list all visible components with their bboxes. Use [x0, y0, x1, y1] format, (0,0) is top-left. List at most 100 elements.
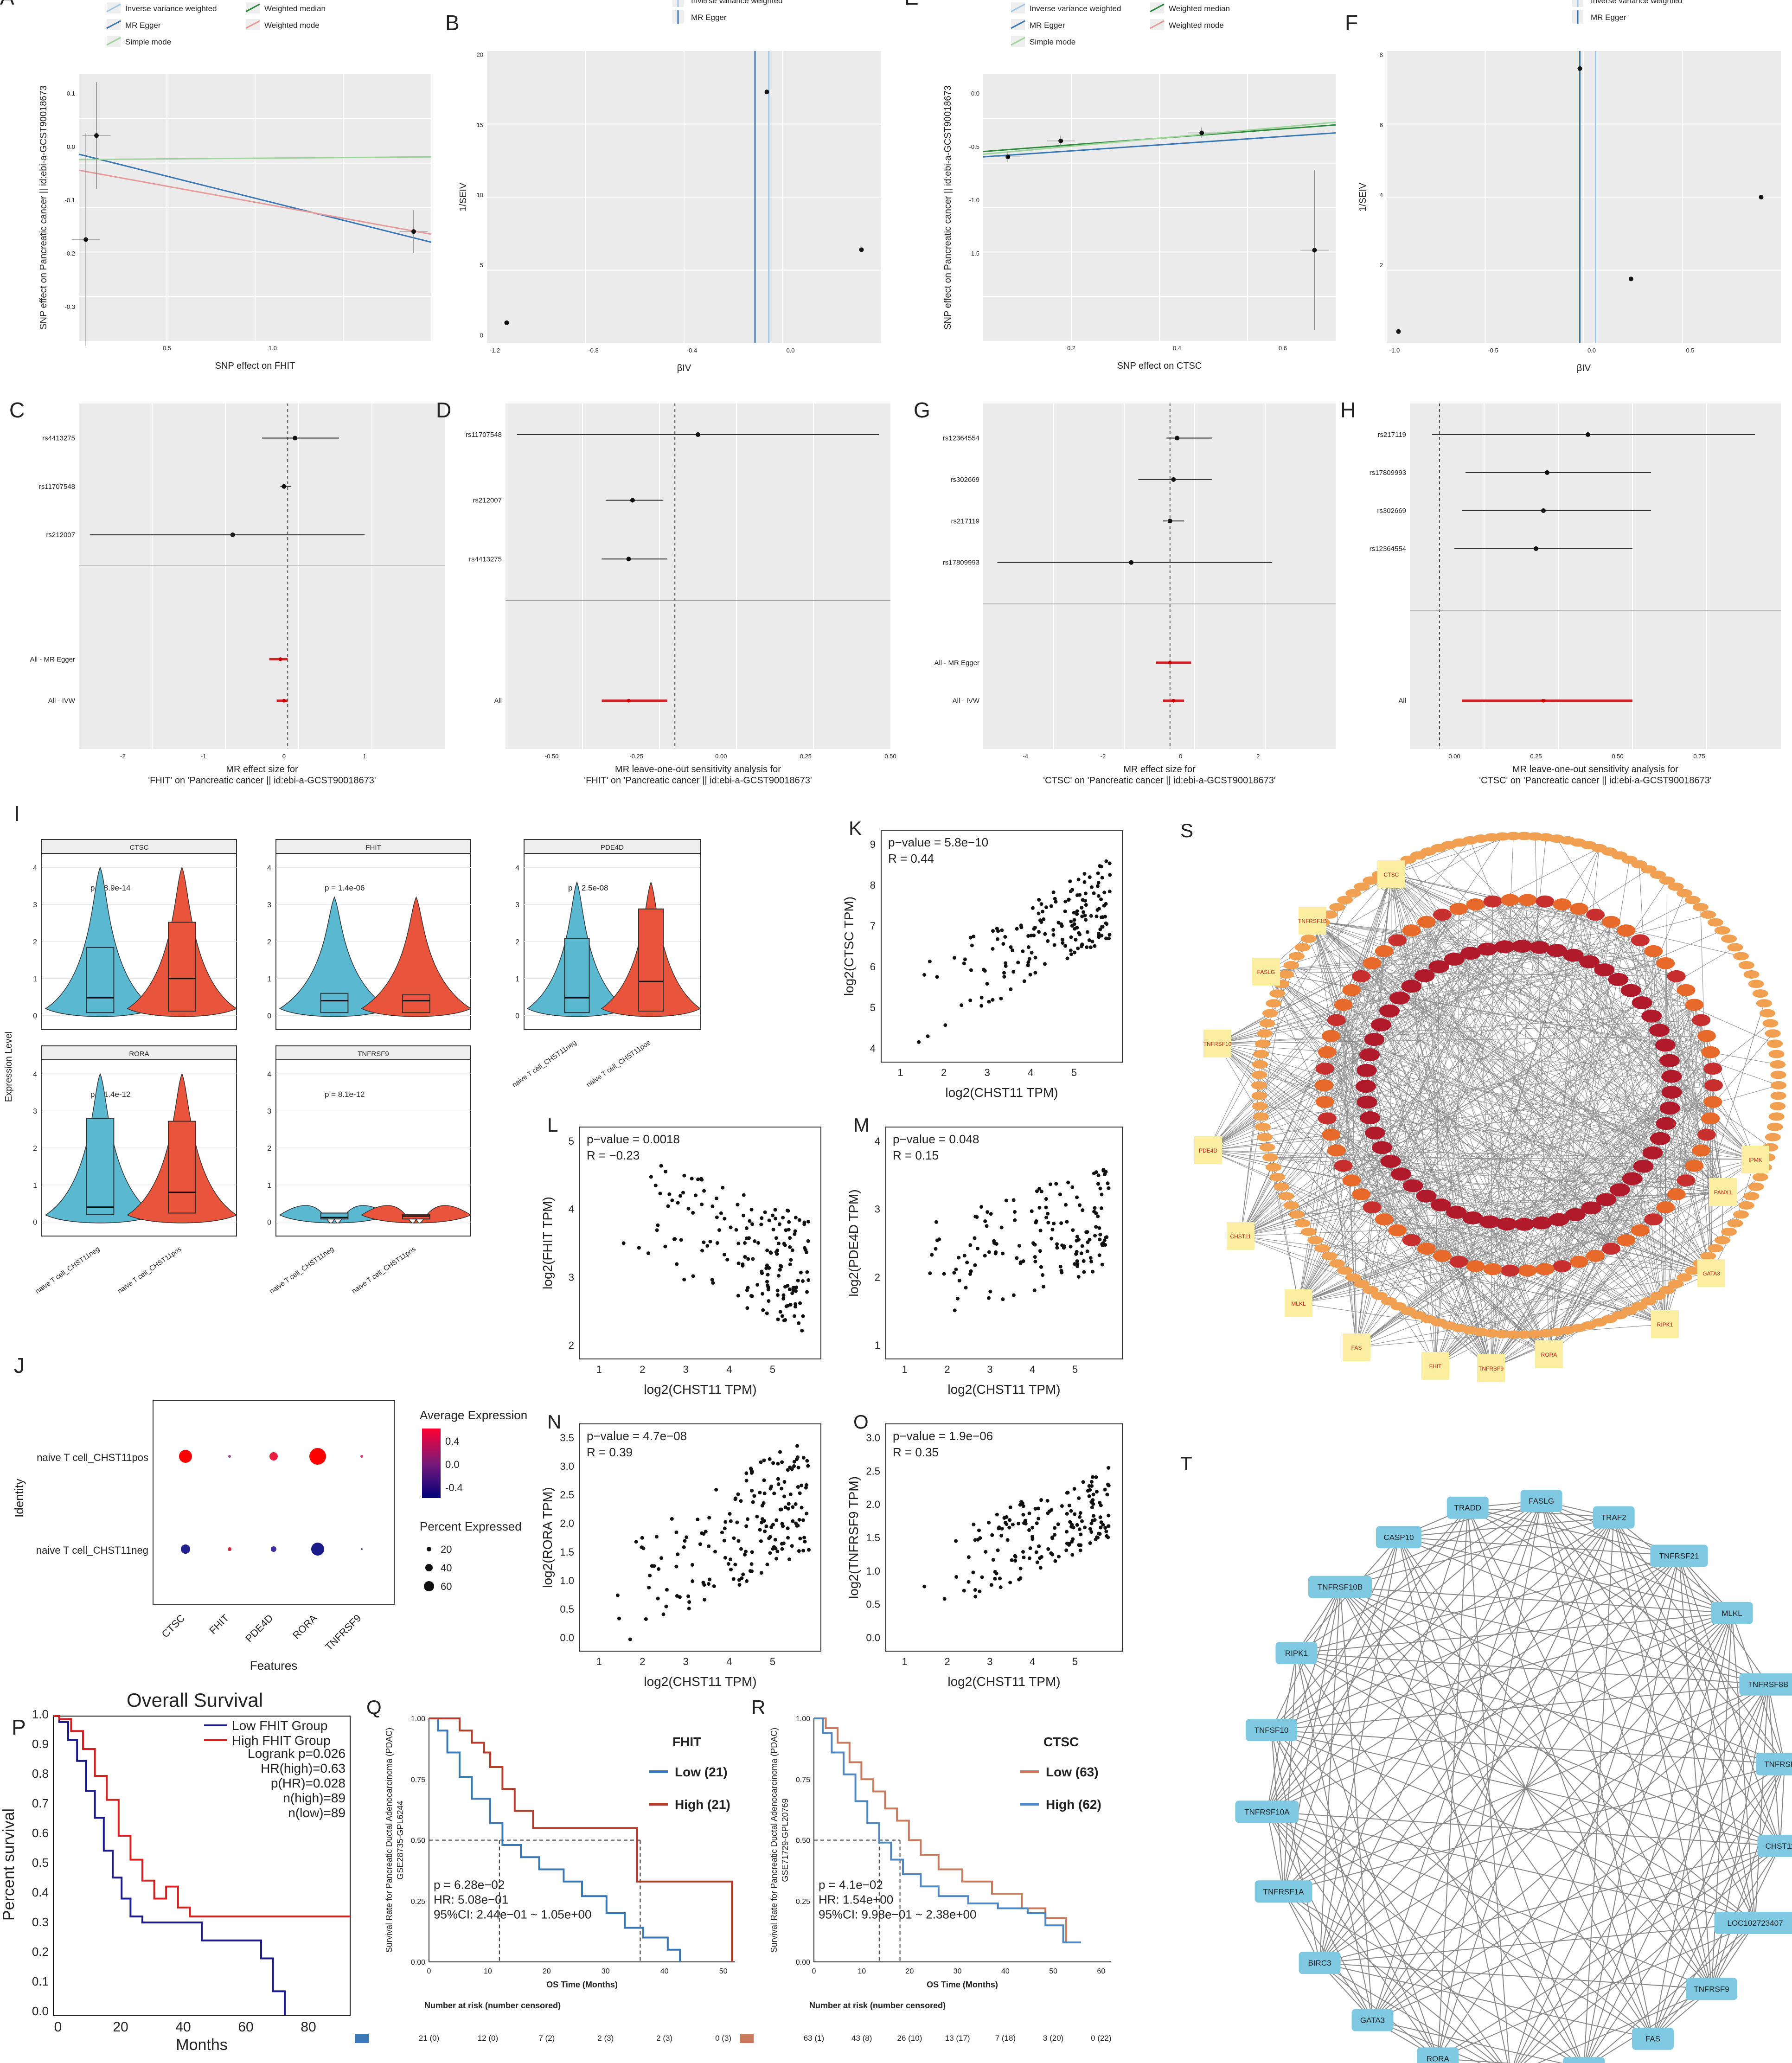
data-point [1031, 1241, 1035, 1245]
data-point [774, 1557, 779, 1561]
network-node-inner [1608, 973, 1629, 986]
gene-node [1739, 1673, 1792, 1696]
y-tick-label: 0.50 [411, 1837, 425, 1845]
network-edge [1398, 1517, 1614, 1538]
data-point [741, 1262, 745, 1266]
y-tick-label: 0.1 [67, 90, 75, 97]
network-edge [1327, 1118, 1596, 1256]
data-point [1097, 1226, 1101, 1230]
network-edge [1384, 951, 1596, 1256]
network-edge [1208, 1150, 1493, 1269]
network-edge [1356, 953, 1471, 1348]
network-node-inner [1359, 1048, 1380, 1062]
network-node-outer [1721, 1227, 1737, 1236]
network-edge [1537, 1988, 1712, 2063]
mr-fit-line [983, 122, 1336, 155]
data-point [1090, 1506, 1094, 1510]
data-point [765, 1311, 769, 1315]
data-point [1008, 1581, 1012, 1585]
network-edge [1397, 940, 1549, 1355]
data-point [1070, 1553, 1075, 1557]
data-point [1065, 1220, 1069, 1224]
network-edge [1327, 914, 1443, 1052]
network-edge [1340, 1517, 1614, 1588]
data-point [707, 1516, 711, 1520]
network-node-middle [1536, 1263, 1555, 1275]
data-point [1013, 1555, 1018, 1559]
x-axis-label: 'CTSC' on 'Pancreatic cancer || id:ebi-a… [1043, 775, 1275, 786]
data-point [999, 1225, 1004, 1230]
network-node-middle [1656, 957, 1675, 969]
network-edge [1315, 1240, 1665, 1325]
data-point [1035, 1560, 1039, 1564]
data-point [1004, 961, 1008, 965]
x-tick-label: 20 [906, 1967, 914, 1975]
snp-label: rs4413275 [42, 435, 75, 442]
y-tick-label: 2 [267, 938, 271, 946]
legend-label: Low FHIT Group [232, 1718, 327, 1733]
network-node-outer [1650, 871, 1666, 879]
data-point [1007, 1525, 1011, 1530]
network-node-middle [1501, 1264, 1520, 1277]
network-edge [1372, 1500, 1542, 2020]
hub-label: GATA3 [1702, 1270, 1720, 1277]
network-edge [1664, 1003, 1765, 1325]
network-node-outer [1278, 970, 1294, 979]
data-point [750, 1550, 754, 1554]
mr-fit-line [78, 169, 432, 235]
panel-letter: K [849, 817, 862, 839]
gene-node [1417, 2047, 1459, 2063]
network-node-outer [1707, 918, 1723, 927]
network-edge [1351, 990, 1695, 1166]
network-node-outer [1283, 961, 1299, 970]
network-edge [1384, 951, 1612, 1249]
data-point [658, 1192, 662, 1196]
network-edge [1467, 1507, 1653, 2039]
data-point [937, 1237, 941, 1242]
group-label: naive T cell_CHST11pos [350, 1245, 417, 1295]
y-tick-label: 0.3 [32, 1915, 49, 1929]
data-point [1046, 1211, 1050, 1216]
data-point [1080, 914, 1084, 918]
hub-label: TNFRSF10 [1203, 1041, 1232, 1047]
data-point [1105, 1235, 1109, 1239]
snp-label: rs17809993 [943, 559, 979, 567]
gene-node [1563, 2057, 1605, 2063]
network-node-middle [1375, 945, 1394, 957]
data-point [1017, 1521, 1021, 1525]
data-point [1038, 1229, 1043, 1233]
legend-label: High (62) [1046, 1797, 1101, 1812]
legend-title: Average Expression [420, 1408, 527, 1422]
network-edge [1312, 920, 1362, 1195]
data-point [1013, 1218, 1017, 1222]
x-tick-label: 0.25 [800, 753, 812, 760]
network-node-middle [1703, 1063, 1722, 1075]
data-point [1075, 1259, 1079, 1263]
data-point [994, 1250, 998, 1254]
network-node-outer [1266, 999, 1282, 1008]
data-point [1075, 893, 1079, 897]
network-edge [1475, 1266, 1491, 1369]
data-point [1104, 921, 1108, 925]
network-edge [1398, 1537, 1679, 1557]
data-point [1030, 950, 1034, 955]
x-tick-label: 0 [54, 2019, 62, 2035]
gene-label: TNFRSF1B [1764, 1760, 1792, 1769]
network-edge [1351, 922, 1612, 991]
data-point [979, 1004, 984, 1008]
y-tick-label: 0.0 [67, 143, 75, 150]
risk-table-title: Number at risk (number censored) [809, 2001, 946, 2010]
network-edge [1208, 1134, 1331, 1151]
network-edge [1343, 940, 1641, 1166]
x-tick-label: 0.5 [1686, 347, 1694, 354]
data-point [790, 1544, 794, 1548]
x-tick-label: 3 [987, 1656, 992, 1667]
risk-cell-low: 43 (8) [851, 2034, 872, 2043]
network-node-outer [1337, 896, 1353, 904]
network-node-inner [1414, 969, 1435, 982]
x-tick-label: 4 [1030, 1656, 1035, 1667]
network-edge [1296, 1653, 1373, 2020]
data-point [1030, 906, 1035, 910]
data-point [934, 1247, 938, 1251]
network-edge [1517, 1684, 1769, 2063]
